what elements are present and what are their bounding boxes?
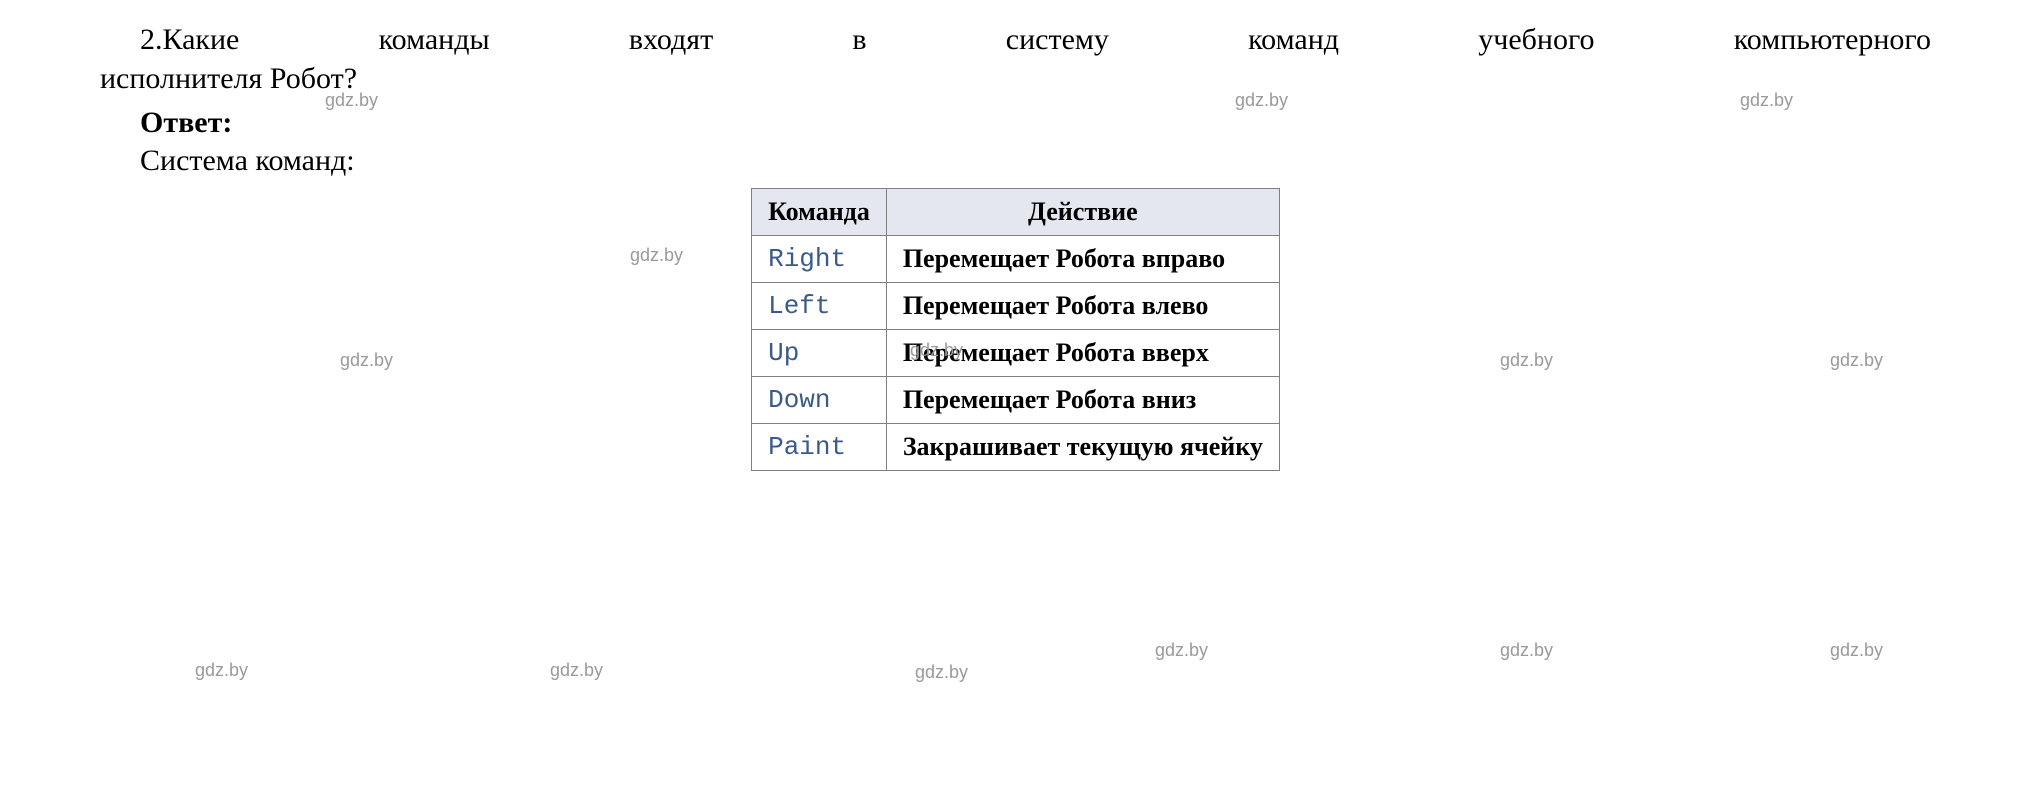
action-cell: Перемещает Робота вправо — [886, 236, 1279, 283]
header-action: Действие — [886, 189, 1279, 236]
question-text-1: 2.Какие команды входят в систему команд … — [100, 23, 1931, 56]
question-text-2: исполнителя Робот? — [100, 62, 357, 95]
watermark-text: gdz.by — [915, 662, 968, 683]
action-cell: Закрашивает текущую ячейку — [886, 424, 1279, 471]
table-row: Left Перемещает Робота влево — [752, 283, 1280, 330]
table-row: Up Перемещает Робота вверх — [752, 330, 1280, 377]
action-cell: Перемещает Робота вниз — [886, 377, 1279, 424]
header-command: Команда — [752, 189, 887, 236]
answer-label: Ответ: — [100, 106, 1931, 140]
command-cell: Paint — [752, 424, 887, 471]
command-cell: Up — [752, 330, 887, 377]
commands-table-wrap: Команда Действие Right Перемещает Робота… — [100, 188, 1931, 471]
watermark-text: gdz.by — [1500, 640, 1553, 661]
table-header-row: Команда Действие — [752, 189, 1280, 236]
command-cell: Right — [752, 236, 887, 283]
page-content: 2.Какие команды входят в систему команд … — [100, 20, 1931, 471]
action-cell: Перемещает Робота вверх — [886, 330, 1279, 377]
action-cell: Перемещает Робота влево — [886, 283, 1279, 330]
watermark-text: gdz.by — [550, 660, 603, 681]
watermark-text: gdz.by — [195, 660, 248, 681]
table-row: Down Перемещает Робота вниз — [752, 377, 1280, 424]
system-commands-label: Система команд: — [100, 144, 1931, 178]
command-cell: Left — [752, 283, 887, 330]
question-line-2: исполнителя Робот? — [100, 59, 1931, 98]
watermark-text: gdz.by — [1830, 640, 1883, 661]
table-row: Paint Закрашивает текущую ячейку — [752, 424, 1280, 471]
table-row: Right Перемещает Робота вправо — [752, 236, 1280, 283]
question-line-1: 2.Какие команды входят в систему команд … — [100, 20, 1931, 59]
commands-table: Команда Действие Right Перемещает Робота… — [751, 188, 1280, 471]
command-cell: Down — [752, 377, 887, 424]
watermark-text: gdz.by — [1155, 640, 1208, 661]
